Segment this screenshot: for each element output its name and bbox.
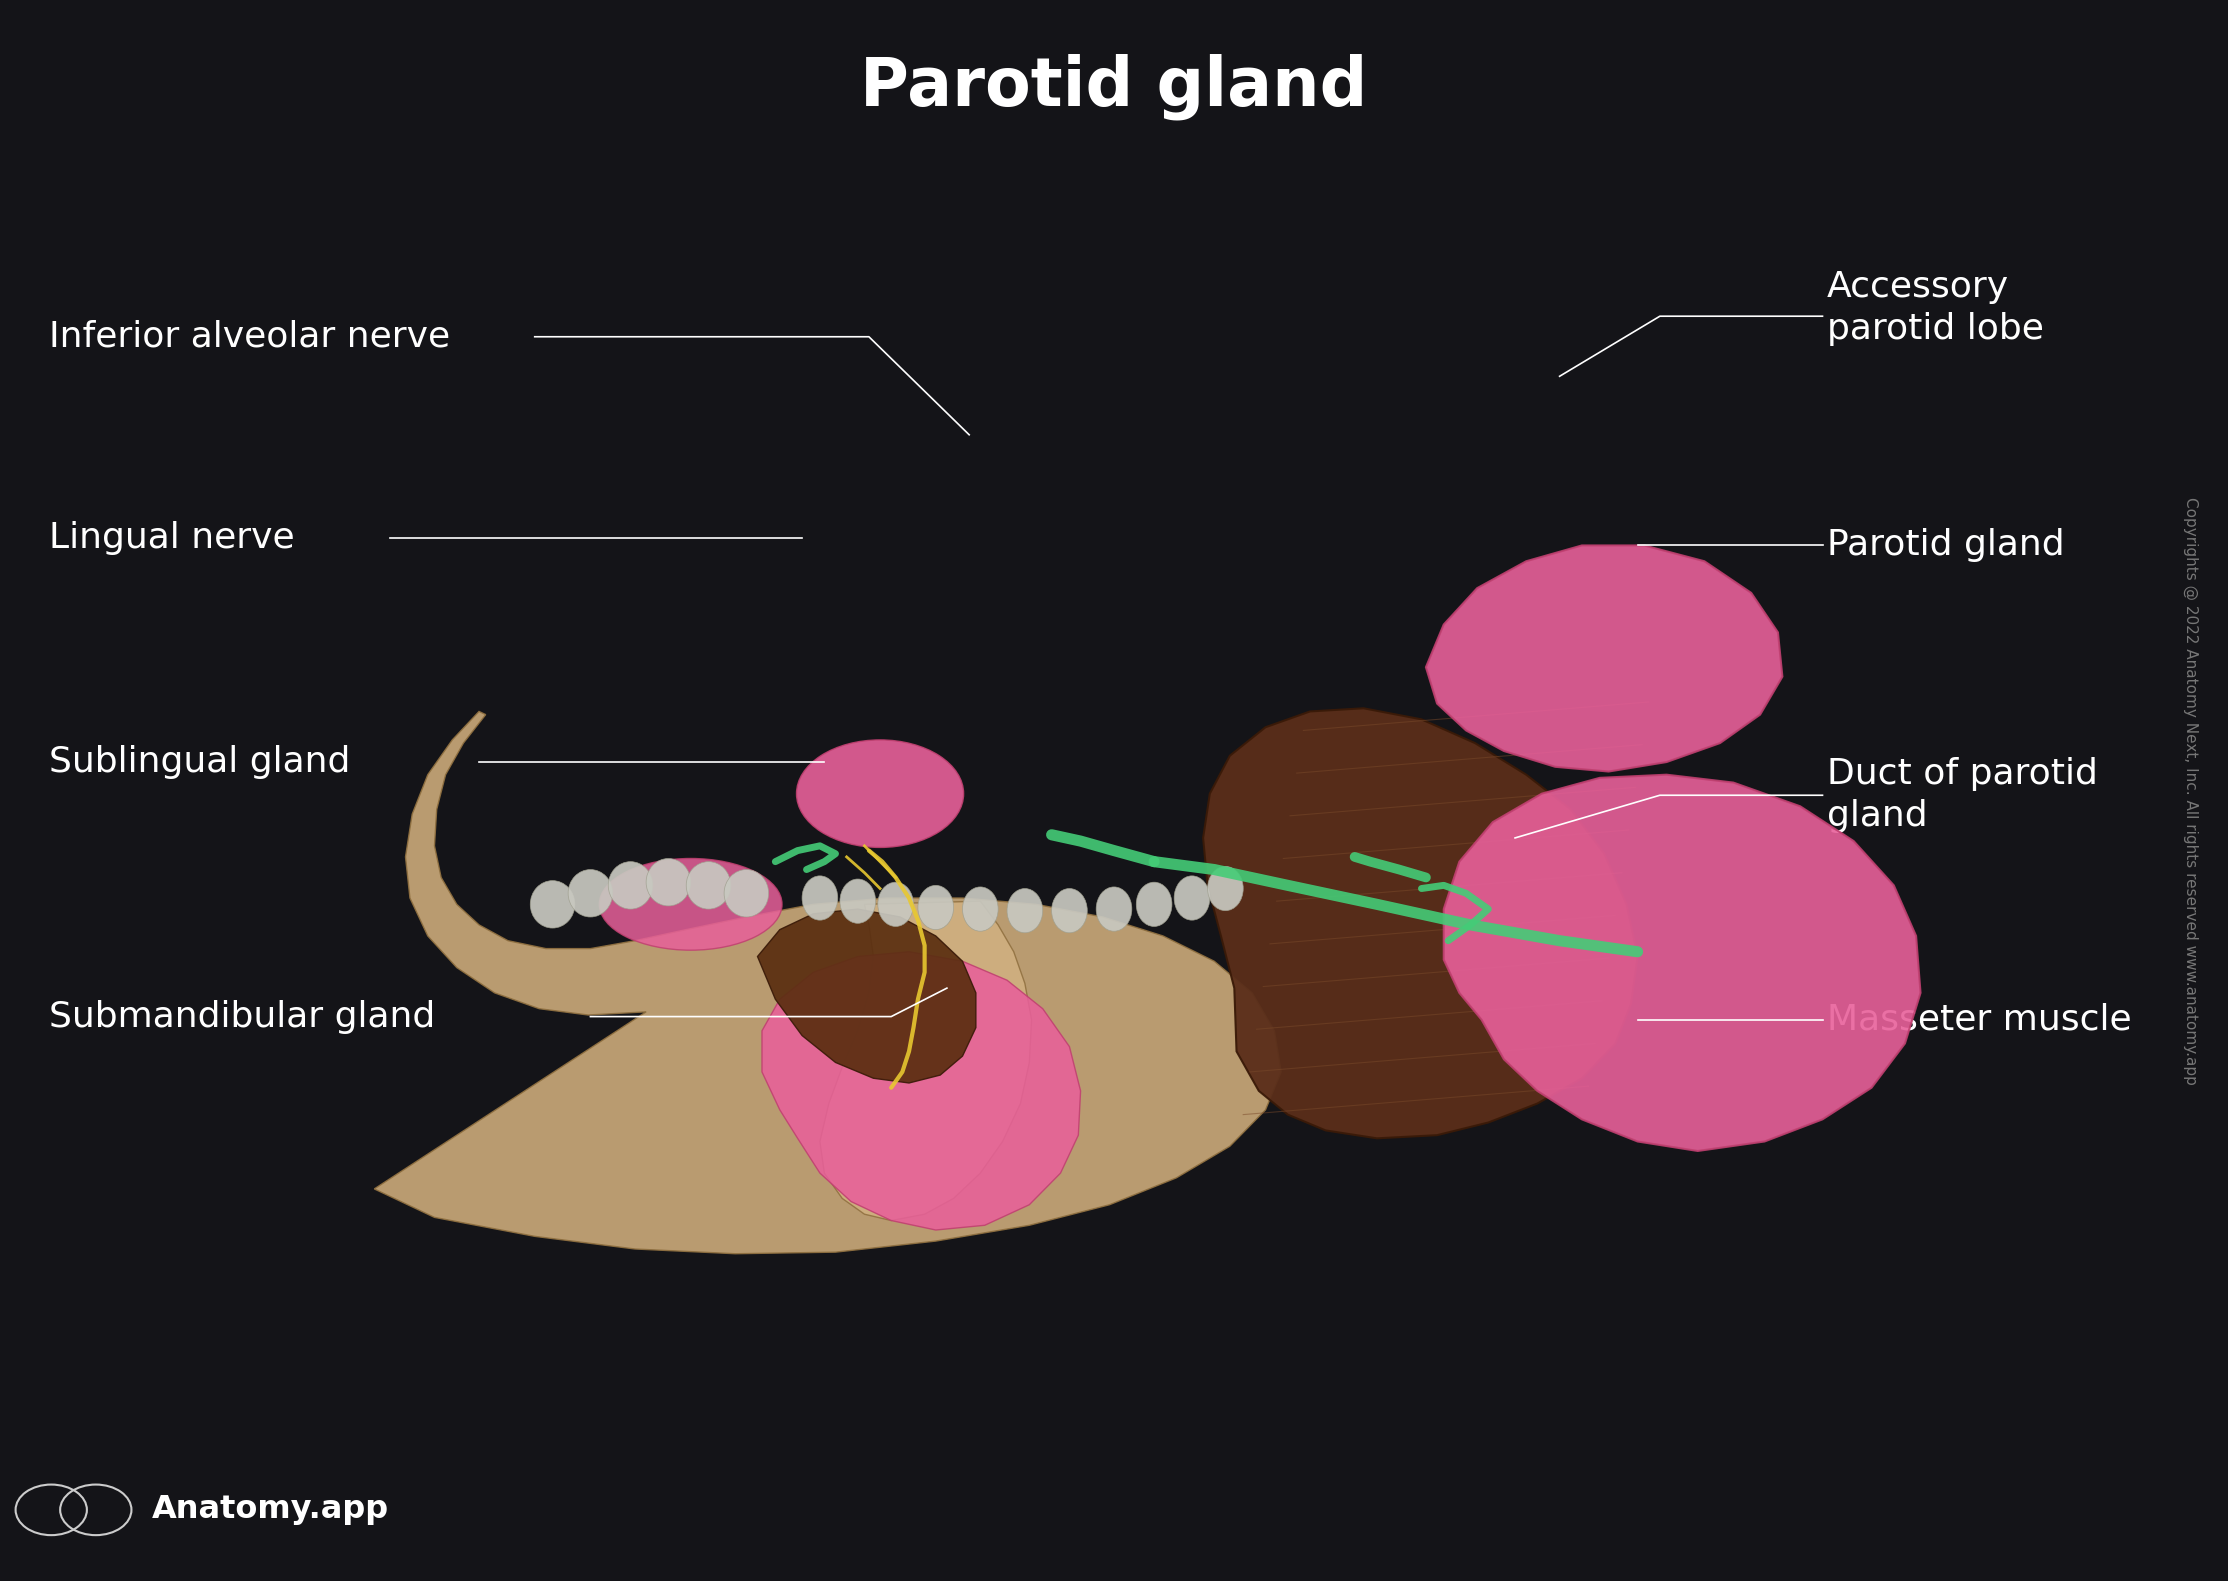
Ellipse shape [1052,889,1087,933]
Polygon shape [762,952,1081,1230]
Ellipse shape [724,870,769,917]
Polygon shape [374,711,1281,1254]
Text: Parotid gland: Parotid gland [1827,528,2065,563]
Text: Sublingual gland: Sublingual gland [49,745,350,779]
Ellipse shape [1208,866,1243,911]
Polygon shape [1426,545,1782,772]
Text: Accessory
parotid lobe: Accessory parotid lobe [1827,270,2043,346]
Text: Masseter muscle: Masseter muscle [1827,1002,2132,1037]
Ellipse shape [1096,887,1132,931]
Ellipse shape [962,887,998,931]
Ellipse shape [530,881,575,928]
Text: Inferior alveolar nerve: Inferior alveolar nerve [49,319,450,354]
Polygon shape [1203,708,1638,1138]
Text: Copyrights @ 2022 Anatomy Next, Inc. All rights reserved www.anatomy.app: Copyrights @ 2022 Anatomy Next, Inc. All… [2183,496,2197,1085]
Polygon shape [1444,775,1921,1151]
Ellipse shape [1007,889,1043,933]
Ellipse shape [1136,882,1172,926]
Ellipse shape [646,858,691,906]
Polygon shape [820,901,1032,1221]
Ellipse shape [878,882,913,926]
Ellipse shape [568,870,613,917]
Text: Submandibular gland: Submandibular gland [49,999,434,1034]
Ellipse shape [599,858,782,950]
Text: Lingual nerve: Lingual nerve [49,520,294,555]
Text: Anatomy.app: Anatomy.app [152,1494,388,1526]
Ellipse shape [840,879,876,923]
Polygon shape [758,909,976,1083]
Text: Duct of parotid
gland: Duct of parotid gland [1827,757,2099,833]
Ellipse shape [802,876,838,920]
Ellipse shape [798,740,965,847]
Ellipse shape [686,862,731,909]
Ellipse shape [608,862,653,909]
Text: Parotid gland: Parotid gland [860,54,1368,120]
Ellipse shape [918,885,954,930]
Ellipse shape [1174,876,1210,920]
